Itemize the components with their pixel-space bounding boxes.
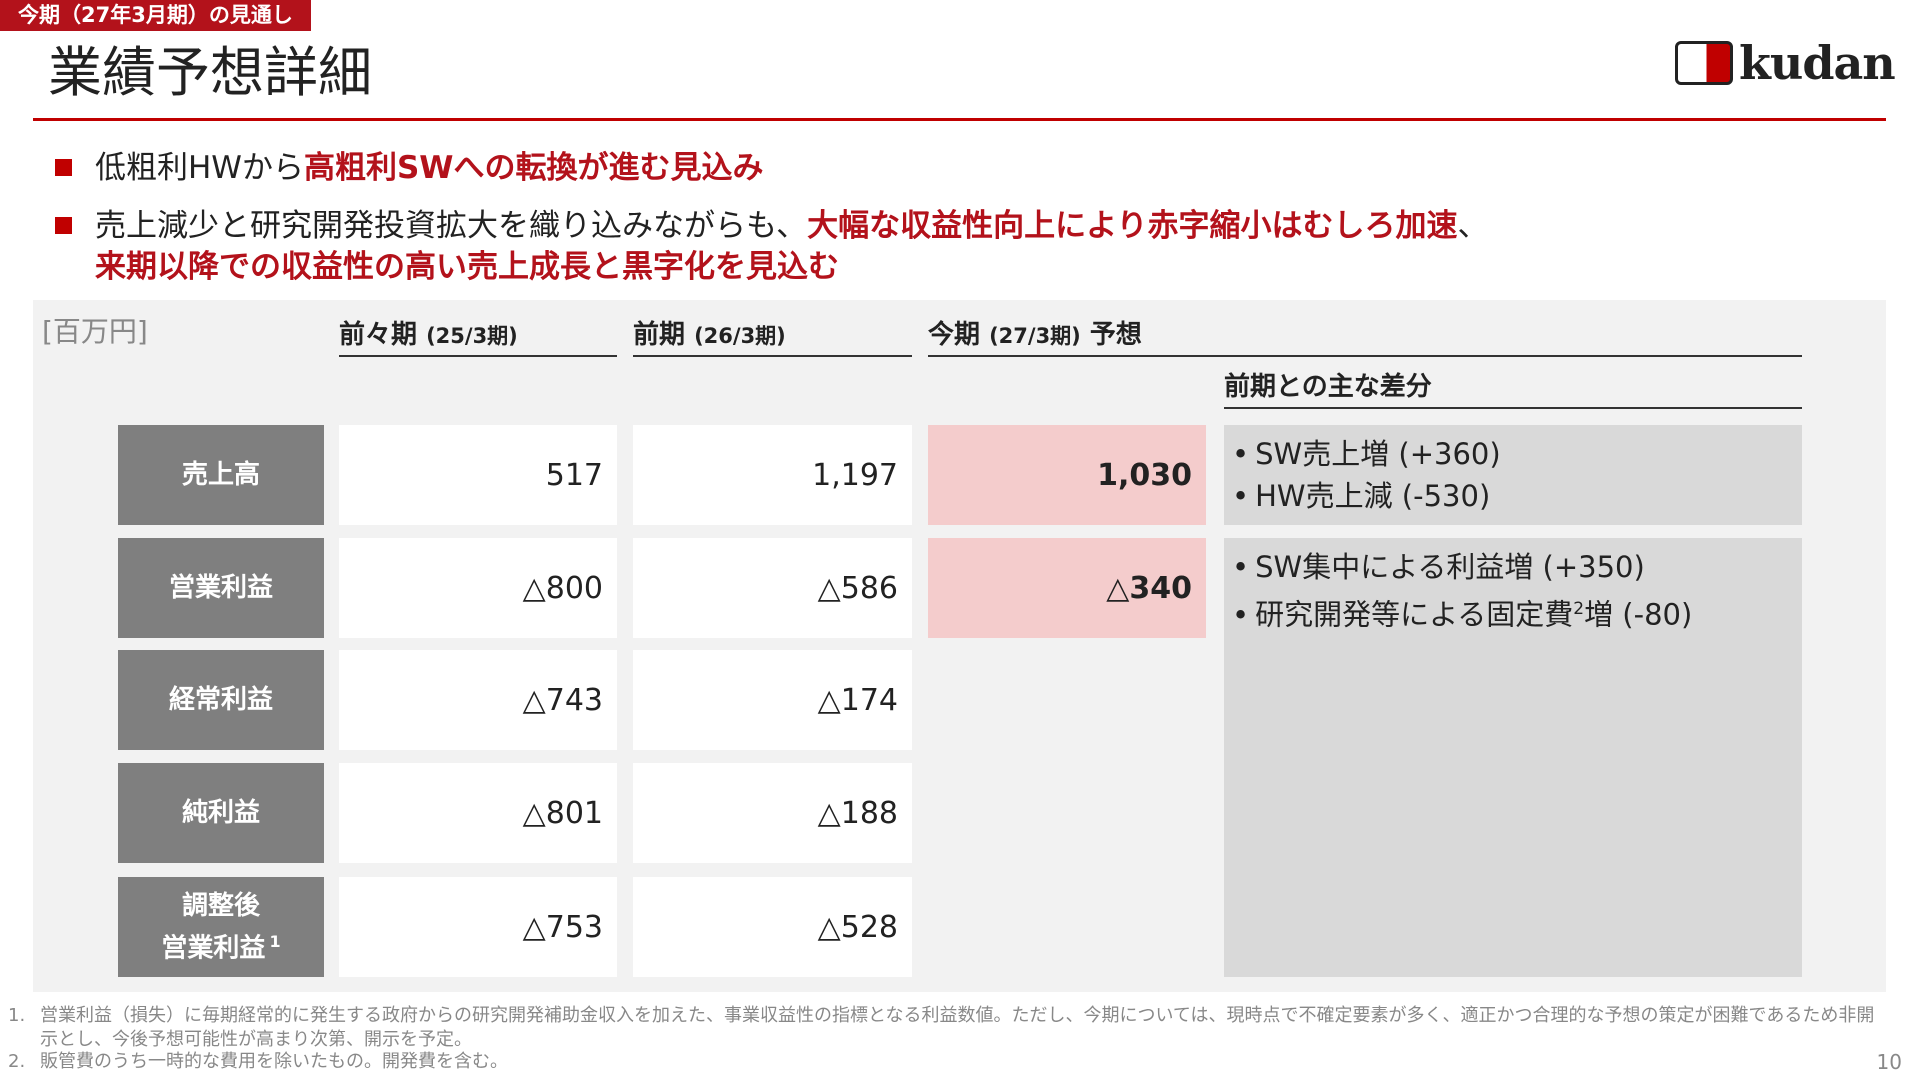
diff-bullet: • xyxy=(1232,550,1250,584)
value-cell: △340 xyxy=(928,538,1206,638)
diff-text: SW集中による利益増 (+350) xyxy=(1255,550,1645,584)
value-cell: △174 xyxy=(633,650,912,750)
row-label: 営業利益 xyxy=(118,538,324,638)
value-cell: △801 xyxy=(339,763,617,863)
diff-text: 増 (-80) xyxy=(1584,597,1693,632)
bullet-line: 低粗利HWから高粗利SWへの転換が進む見込み xyxy=(95,148,764,188)
bullet-text: 低粗利HWから xyxy=(95,150,304,186)
logo-icon xyxy=(1675,41,1733,85)
column-name: 前期 xyxy=(633,320,686,350)
value-cell: △586 xyxy=(633,538,912,638)
page-number: 10 xyxy=(1876,1050,1902,1074)
footnote-text: 販管費のうち一時的な費用を除いたもの。開発費を含む。 xyxy=(40,1051,508,1072)
row-label: 調整後営業利益 1 xyxy=(118,877,324,977)
column-period: (26/3期) xyxy=(694,324,786,348)
bullet-line: 来期以降での収益性の高い売上成長と黒字化を見込む xyxy=(95,247,839,287)
row-label: 純利益 xyxy=(118,763,324,863)
unit-label: [百万円] xyxy=(42,315,148,348)
column-header: 前期 (26/3期) xyxy=(633,314,912,357)
diff-item: • SW売上増 (+360) xyxy=(1232,433,1802,475)
diff-item: • SW集中による利益増 (+350) xyxy=(1232,546,1802,588)
row-label-line: 純利益 xyxy=(181,798,260,828)
column-name: 今期 xyxy=(928,320,981,350)
diff-item: • 研究開発等による固定費2増 (-80) xyxy=(1232,588,1802,636)
column-name: 前々期 xyxy=(339,320,418,350)
diff-bullet: • xyxy=(1232,597,1250,632)
diff-bullet: • xyxy=(1232,437,1250,471)
slide-title: 業績予想詳細 xyxy=(48,41,372,104)
column-suffix: 予想 xyxy=(1089,320,1142,350)
header-tag: 今期（27年3月期）の見通し xyxy=(0,0,311,31)
footnote-marker: 1. xyxy=(8,1005,26,1026)
bullet-text: 、 xyxy=(1457,208,1489,244)
diff-text: SW売上増 (+360) xyxy=(1255,437,1501,471)
row-label-line: 経常利益 xyxy=(168,685,273,715)
title-rule xyxy=(33,118,1886,121)
value-cell: △528 xyxy=(633,877,912,977)
value-cell: 1,197 xyxy=(633,425,912,525)
diff-header: 前期との主な差分 xyxy=(1224,366,1802,409)
row-label-line: 売上高 xyxy=(181,460,260,490)
column-period: (25/3期) xyxy=(426,324,518,348)
value-cell: △800 xyxy=(339,538,617,638)
footnote-ref: 2 xyxy=(1573,599,1585,619)
row-label-line: 営業利益 xyxy=(168,573,273,603)
bullet-text: 売上減少と研究開発投資拡大を織り込みながらも、 xyxy=(95,208,808,244)
value-cell: 517 xyxy=(339,425,617,525)
footnote-marker: 2. xyxy=(8,1051,26,1072)
value-cell: 1,030 xyxy=(928,425,1206,525)
diff-item: • HW売上減 (-530) xyxy=(1232,475,1802,517)
row-label-line: 営業利益 1 xyxy=(161,931,281,964)
diff-box: • SW売上増 (+360) • HW売上減 (-530) xyxy=(1224,425,1802,525)
bullet-text: 高粗利SWへの転換が進む見込み xyxy=(303,150,764,186)
value-cell: △188 xyxy=(633,763,912,863)
value-cell: △743 xyxy=(339,650,617,750)
column-header: 今期 (27/3期) 予想 xyxy=(928,314,1802,357)
bullet-square xyxy=(55,217,72,234)
bullet-line: 売上減少と研究開発投資拡大を織り込みながらも、大幅な収益性向上により赤字縮小はむ… xyxy=(95,206,1488,246)
diff-text: HW売上減 (-530) xyxy=(1255,479,1491,513)
footnote-ref: 1 xyxy=(269,931,281,951)
footnote-text: 営業利益（損失）に毎期経常的に発生する政府からの研究開発補助金収入を加えた、事業… xyxy=(40,1005,1875,1050)
diff-text: 研究開発等による固定費 xyxy=(1255,597,1574,632)
diff-bullet: • xyxy=(1232,479,1250,513)
value-cell: △753 xyxy=(339,877,617,977)
logo-text: kudan xyxy=(1739,36,1896,90)
bullet-square xyxy=(55,159,72,176)
logo: kudan xyxy=(1675,36,1896,90)
row-label: 経常利益 xyxy=(118,650,324,750)
column-header: 前々期 (25/3期) xyxy=(339,314,617,357)
column-period: (27/3期) xyxy=(989,324,1081,348)
row-label: 売上高 xyxy=(118,425,324,525)
row-label-line: 調整後 xyxy=(181,890,260,921)
diff-box: • SW集中による利益増 (+350) • 研究開発等による固定費2増 (-80) xyxy=(1224,538,1802,977)
bullet-text: 大幅な収益性向上により赤字縮小はむしろ加速 xyxy=(807,208,1458,244)
bullet-text: 来期以降での収益性の高い売上成長と黒字化を見込む xyxy=(95,249,839,285)
